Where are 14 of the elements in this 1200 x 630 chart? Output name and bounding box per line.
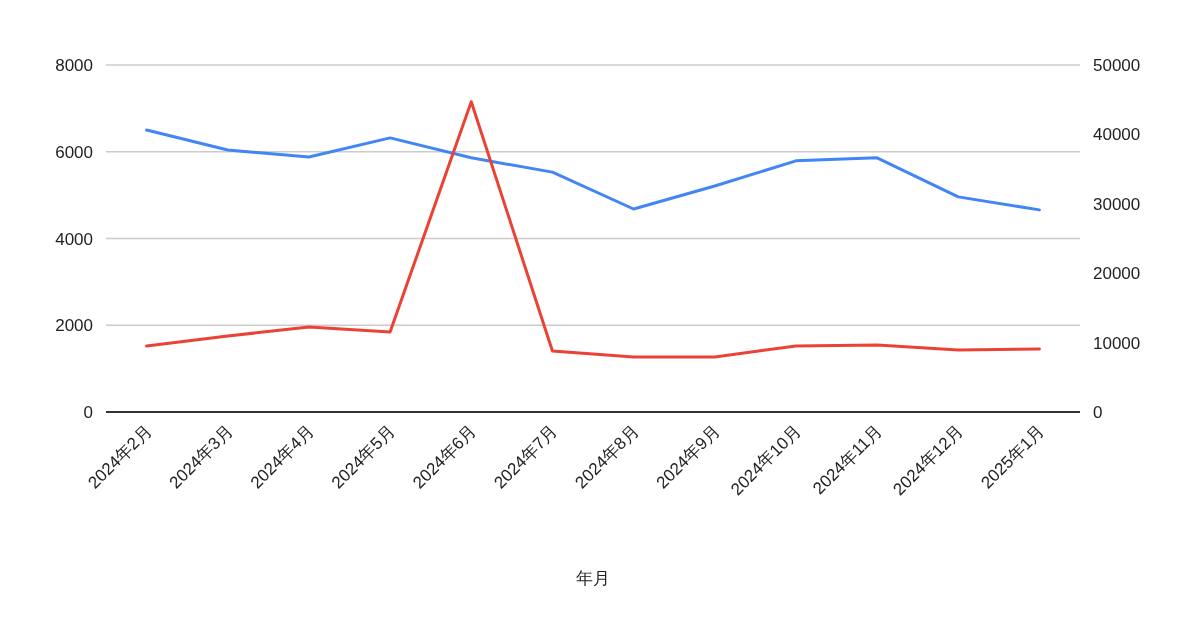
y2-tick-label: 30000 (1093, 194, 1141, 214)
line-series (145, 100, 1041, 359)
y2-tick-label: 10000 (1093, 333, 1141, 353)
y-tick-label: 0 (83, 403, 93, 422)
y-tick-label: 6000 (55, 142, 93, 162)
y2-tick-label: 40000 (1093, 125, 1141, 145)
y2-tick-label: 20000 (1093, 264, 1141, 284)
line-series (145, 128, 1041, 212)
y-tick-label: 2000 (55, 316, 93, 336)
y2-tick-label: 50000 (1093, 56, 1141, 75)
y2-tick-label: 0 (1093, 403, 1103, 422)
x-axis-title: 年月 (576, 569, 610, 588)
y-tick-label: 8000 (55, 56, 93, 75)
y-tick-label: 4000 (55, 229, 93, 249)
